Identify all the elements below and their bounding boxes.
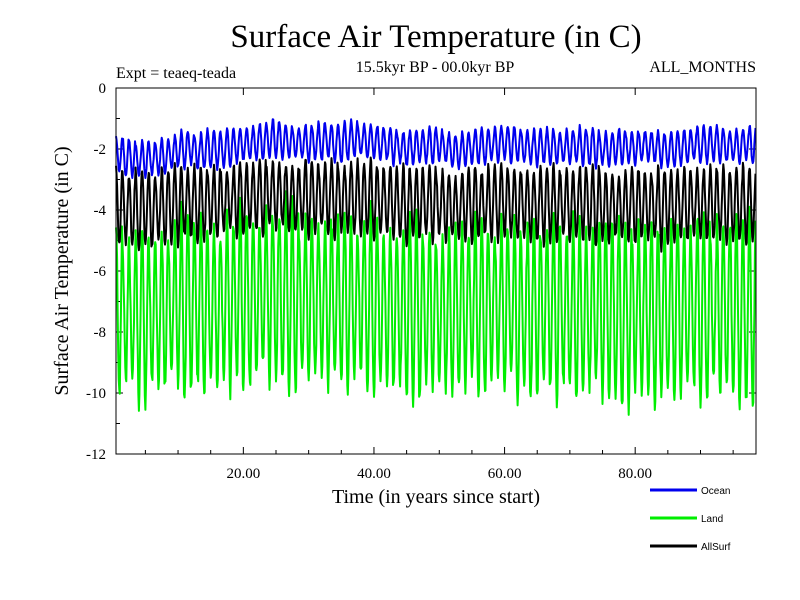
- y-tick-label: 0: [99, 81, 107, 97]
- y-tick-label: -6: [94, 264, 107, 280]
- y-axis-label: Surface Air Temperature (in C): [51, 146, 73, 395]
- series-line-land: [115, 190, 757, 416]
- x-tick-label: 80.00: [618, 466, 652, 482]
- series-line-ocean: [115, 118, 757, 179]
- legend-label-land: Land: [701, 514, 723, 525]
- legend-label-ocean: Ocean: [701, 486, 730, 497]
- legend: Ocean Land AllSurf: [650, 486, 731, 553]
- plot-frame: [115, 87, 757, 455]
- chart-title: Surface Air Temperature (in C): [230, 19, 641, 55]
- expt-label: Expt = teaeq-teada: [116, 65, 236, 82]
- y-tick-label: -4: [94, 203, 107, 219]
- series-line-allsurf: [115, 156, 757, 253]
- y-tick-label: -10: [86, 386, 106, 402]
- x-tick-label: 60.00: [488, 466, 522, 482]
- months-label: ALL_MONTHS: [649, 59, 756, 76]
- series-layer: [115, 118, 757, 416]
- x-ticks: 20.00 40.00 60.00 80.00: [144, 88, 734, 482]
- y-tick-label: -8: [94, 325, 107, 341]
- x-tick-label: 20.00: [226, 466, 260, 482]
- x-axis-label: Time (in years since start): [332, 486, 540, 508]
- x-tick-label: 40.00: [357, 466, 391, 482]
- y-ticks: 0 -2 -4 -6 -8 -10 -12: [86, 81, 756, 463]
- chart-subtitle: 15.5kyr BP - 00.0kyr BP: [356, 59, 515, 76]
- legend-label-allsurf: AllSurf: [701, 542, 731, 553]
- y-tick-label: -12: [86, 447, 106, 463]
- y-tick-label: -2: [94, 142, 107, 158]
